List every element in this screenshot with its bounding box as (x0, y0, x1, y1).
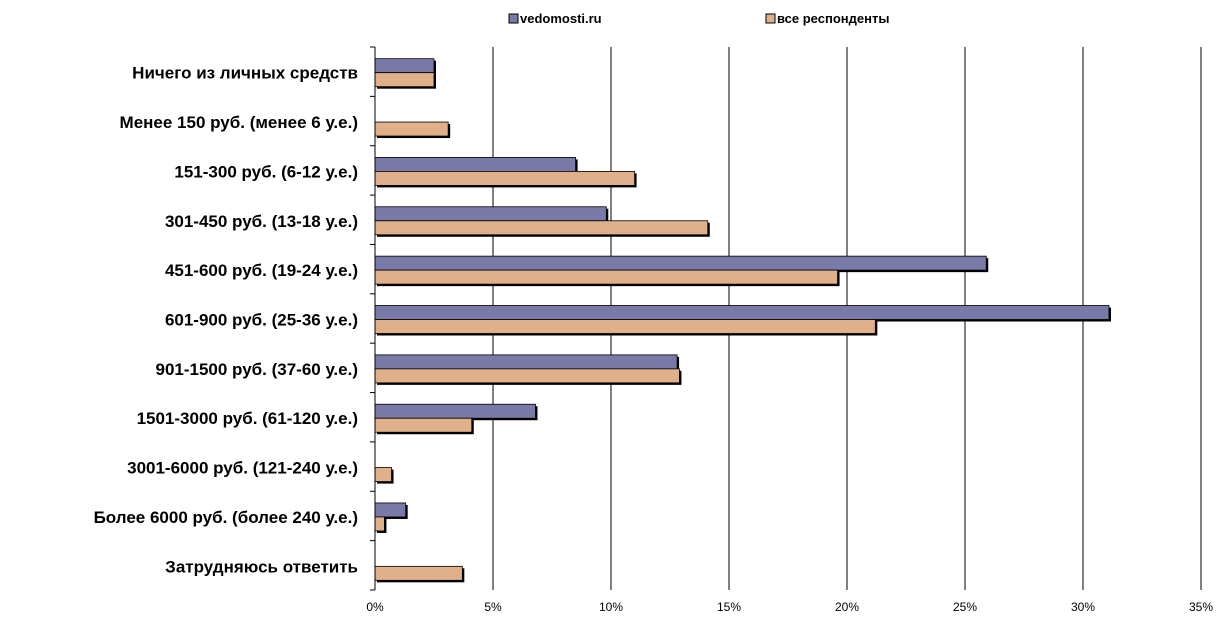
bar-vedomosti (374, 403, 536, 419)
bar-all-respondents (374, 121, 449, 137)
legend-swatch (765, 13, 776, 24)
bars (374, 58, 1111, 583)
category-label: 901-1500 руб. (37-60 у.е.) (155, 360, 358, 379)
legend-swatch (508, 13, 519, 24)
bar-all-respondents (374, 171, 636, 186)
legend-label: все респонденты (777, 11, 889, 26)
bar-all-respondents (374, 467, 392, 482)
x-tick-label: 10% (599, 600, 623, 614)
bar-vedomosti (374, 58, 435, 74)
legend-label: vedomosti.ru (520, 11, 602, 26)
category-label: Менее 150 руб. (менее 6 у.е.) (120, 113, 358, 132)
bar-all-respondents (374, 72, 435, 88)
category-label: 601-900 руб. (25-36 у.е.) (165, 311, 358, 330)
bar-all-respondents (374, 220, 709, 236)
x-tick-label: 20% (835, 600, 859, 614)
bar-all-respondents (374, 368, 680, 384)
category-label: Более 6000 руб. (более 240 у.е.) (94, 508, 358, 527)
bar-all-respondents (374, 565, 463, 581)
category-label: 1501-3000 руб. (61-120 у.е.) (137, 409, 358, 428)
x-tick-label: 35% (1189, 600, 1213, 614)
category-label: Ничего из личных средств (132, 64, 358, 83)
x-tick-label: 30% (1071, 600, 1095, 614)
x-tick-label: 5% (484, 600, 502, 614)
bar-vedomosti (374, 206, 607, 222)
bar-vedomosti (374, 502, 407, 518)
category-label: Затрудняюсь ответить (165, 557, 358, 576)
category-label: 3001-6000 руб. (121-240 у.е.) (127, 459, 358, 478)
bar-all-respondents (374, 319, 876, 334)
bar-vedomosti (374, 305, 1110, 320)
category-label: 451-600 руб. (19-24 у.е.) (165, 261, 358, 280)
tick-labels: 0% 5% 10% 15% 20% 25% 30% 35% (366, 600, 1213, 614)
bar-vedomosti (374, 157, 577, 172)
bar-vedomosti (374, 255, 987, 271)
legend: vedomosti.ru все респонденты (508, 11, 889, 26)
category-labels: Ничего из личных средств Менее 150 руб. (… (94, 64, 358, 577)
x-tick-label: 15% (717, 600, 741, 614)
x-tick-label: 0% (366, 600, 384, 614)
category-label: 151-300 руб. (6-12 у.е.) (174, 162, 358, 181)
x-tick-label: 25% (953, 600, 977, 614)
bar-all-respondents (374, 269, 838, 285)
bar-all-respondents (374, 516, 385, 532)
axes (370, 46, 376, 591)
category-label: 301-450 руб. (13-18 у.е.) (165, 212, 358, 231)
bar-all-respondents (374, 417, 473, 433)
bar-vedomosti (374, 354, 678, 370)
